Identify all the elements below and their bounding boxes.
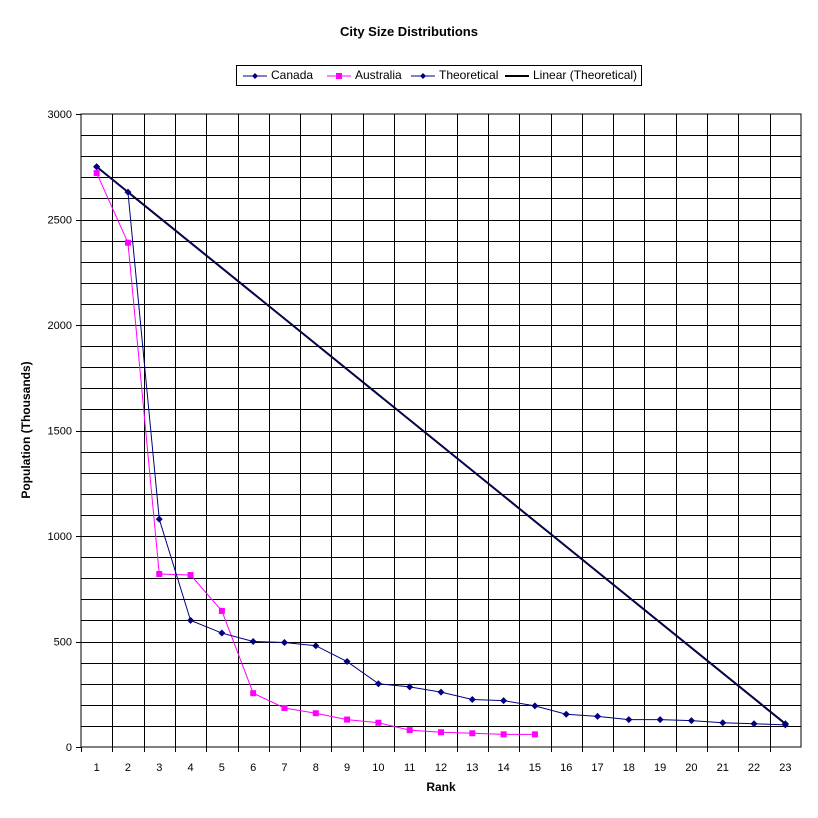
data-point-canada [625,716,633,724]
data-point-australia [344,716,351,723]
x-tick-label: 21 [717,762,729,774]
x-tick-label: 4 [188,762,194,774]
y-axis-label: Population (Thousands) [19,361,33,499]
data-point-canada [562,710,570,718]
series-line-theoretical [96,166,786,725]
data-point-canada [187,616,195,624]
data-point-canada [594,712,602,720]
legend-swatch-australia [327,73,351,79]
y-tick-label: 500 [54,637,72,649]
y-tick-label: 2000 [48,320,72,332]
data-point-canada [687,717,695,725]
plot-frame [80,113,802,748]
legend-item-australia: Australia [325,66,415,85]
data-point-australia [469,730,476,737]
legend-item-theoretical: Theoretical [409,66,505,85]
x-tick-label: 12 [435,762,447,774]
legend-label-theoretical: Theoretical [439,68,499,82]
legend-label-canada: Canada [271,68,314,82]
data-point-canada [374,680,382,688]
data-point-canada [218,629,226,637]
x-tick-label: 18 [623,762,635,774]
y-tick-label: 1000 [48,531,72,543]
legend-swatch-canada [243,73,267,79]
data-point-australia [124,239,131,246]
x-tick-label: 11 [404,762,415,774]
data-point-australia [312,710,319,717]
legend-item-canada: Canada [241,66,321,85]
data-point-canada [719,719,727,727]
legend-label-linear: Linear (Theoretical) [533,68,638,82]
data-point-australia [406,727,413,734]
x-tick-label: 22 [748,762,760,774]
data-point-canada [280,639,288,647]
data-point-australia [531,731,538,738]
x-tick-label: 13 [466,762,478,774]
x-tick-label: 20 [685,762,697,774]
data-point-canada [406,683,414,691]
data-point-australia [500,731,507,738]
legend-swatch-theoretical [411,73,435,79]
data-point-canada [93,163,101,171]
data-point-australia [375,719,382,726]
data-point-canada [750,720,758,728]
data-point-canada [124,188,132,196]
x-tick-label: 10 [372,762,384,774]
data-point-canada [531,702,539,710]
x-axis-label: Rank [426,780,456,794]
x-tick-label: 16 [560,762,572,774]
x-tick-label: 14 [497,762,509,774]
x-tick-label: 2 [125,762,131,774]
data-point-canada [249,638,257,645]
data-point-australia [438,729,444,736]
data-point-canada [468,696,476,704]
x-tick-label: 7 [281,762,287,774]
x-tick-label: 19 [654,762,666,774]
y-tick-label: 3000 [48,109,72,121]
data-point-australia [93,170,100,177]
data-point-canada [437,688,445,696]
data-point-canada [500,697,508,705]
data-point-canada [155,515,163,523]
y-tick-label: 2500 [48,215,72,227]
x-tick-label: 8 [313,762,319,774]
data-point-australia [156,570,163,577]
data-point-canada [312,642,320,650]
x-tick-label: 15 [529,762,541,774]
y-tick-label: 1500 [48,426,72,438]
data-point-australia [250,690,257,697]
x-tick-label: 5 [219,762,225,774]
data-point-australia [281,704,288,711]
x-tick-label: 23 [779,762,791,774]
legend-swatch-linear [505,75,529,77]
data-point-canada [343,658,351,666]
data-point-australia [218,607,225,614]
data-point-australia [187,572,194,579]
x-tick-label: 9 [344,762,350,774]
legend: Canada Australia Theoretical Linear (The… [236,65,642,86]
x-tick-label: 1 [94,762,100,774]
legend-label-australia: Australia [355,68,402,82]
legend-item-linear: Linear (Theoretical) [503,66,639,85]
data-point-canada [781,721,789,729]
y-tick-label: 0 [66,742,72,754]
x-tick-label: 6 [250,762,256,774]
data-point-canada [656,716,664,724]
x-tick-label: 17 [591,762,603,774]
chart-title: City Size Distributions [340,24,478,39]
x-tick-label: 3 [156,762,162,774]
